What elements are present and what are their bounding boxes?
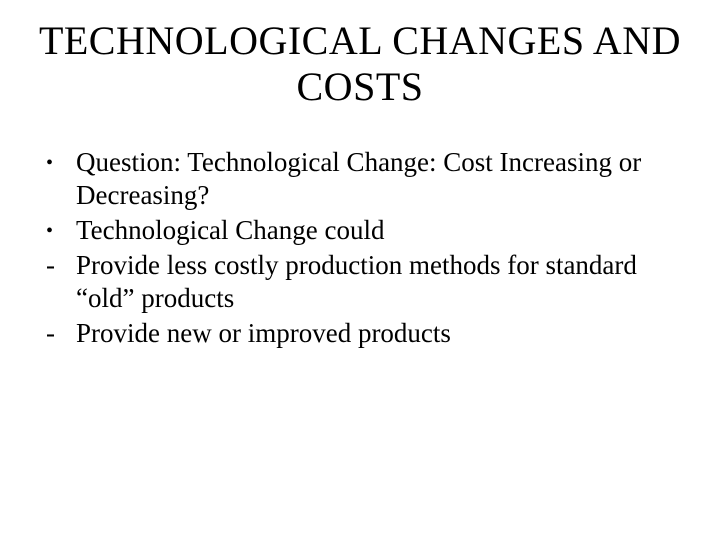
list-item-text: Technological Change could xyxy=(76,214,692,247)
bullet-icon: • xyxy=(46,214,76,247)
list-item: - Provide less costly production methods… xyxy=(46,249,692,315)
bullet-icon: • xyxy=(46,146,76,212)
dash-icon: - xyxy=(46,249,76,315)
dash-icon: - xyxy=(46,317,76,350)
list-item: • Question: Technological Change: Cost I… xyxy=(46,146,692,212)
list-item: • Technological Change could xyxy=(46,214,692,247)
list-item-text: Question: Technological Change: Cost Inc… xyxy=(76,146,692,212)
slide-content: • Question: Technological Change: Cost I… xyxy=(28,146,692,350)
list-item-text: Provide less costly production methods f… xyxy=(76,249,692,315)
list-item-text: Provide new or improved products xyxy=(76,317,692,350)
slide-title: TECHNOLOGICAL CHANGES AND COSTS xyxy=(28,18,692,110)
list-item: - Provide new or improved products xyxy=(46,317,692,350)
